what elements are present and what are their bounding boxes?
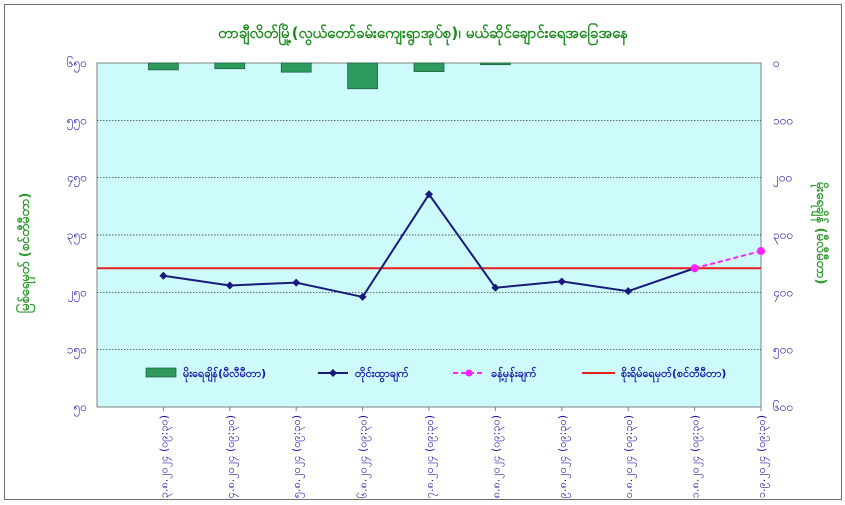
x-axis-ticks: ၂၃.၈.၂၀၂၄ (၀၉:၃၀) ၂၄.၈.၂၀၂၄ (၀၉:၃၀) ၂၅.၈.၂… (157, 407, 770, 499)
rain-bar (347, 62, 378, 90)
right-tick-label: ၁၀၀ (773, 113, 793, 127)
right-tick-label: ၆၀၀ (773, 399, 793, 414)
measured-point (491, 283, 500, 292)
x-tick-label: ၂၇.၈.၂၀၂၄ (၀၉:၃၀) (423, 415, 438, 499)
measured-point (225, 281, 234, 290)
left-tick-label: ၄၅၀ (67, 171, 87, 188)
forecast-series-line (694, 250, 762, 270)
legend-rain-swatch (145, 367, 177, 378)
x-tick-label: ၂၆.၈.၂၀၂၄ (၀၉:၃၀) (357, 415, 372, 499)
x-tick-label: ၂၅.၈.၂၀၂၄ (၀၉:၃၀) (290, 415, 305, 499)
x-tick-label: ၂၄.၈.၂၀၂၄ (၀၉:၃၀) (224, 415, 239, 499)
left-tick-label: ၂၅၀ (68, 285, 87, 302)
x-tick-label: ၂၃.၈.၂၀၂၄ (၀၉:၃၀) (157, 415, 172, 499)
measured-point (425, 190, 433, 199)
x-tick-label: ၃၁.၈.၂၀၂၄ (၀၉:၃၀) (689, 415, 704, 499)
left-tick-label: ၃၅၀ (67, 228, 87, 245)
left-tick-label: ၁၅၀ (67, 343, 87, 360)
left-tick-label: ၅၀ (74, 400, 88, 417)
measured-point (358, 292, 367, 301)
legend-rain-label: မိုးရေချိန်(မီလီမီတာ) (183, 366, 266, 383)
x-tick-label: ၂၈.၈.၂၀၂၄ (၀၉:၃၀) (489, 415, 504, 499)
rain-bar (214, 62, 246, 70)
chart-svg: တာချီလိတ်မြို့(လွယ်တော်ခမ်းကျေးရွာအုပ်စု… (15, 22, 830, 499)
measured-point (557, 277, 566, 286)
legend-measured-label: တိုင်းထွာချက် (355, 366, 409, 383)
left-axis-ticks: ၅၀ ၁၅၀ ၂၅၀ ၃၅၀ ၄၅၀ ၅၅၀ ၆၅၀ (67, 55, 87, 417)
x-tick-label: ၂၉.၈.၂၀၂၄ (၀၉:၃၀) (556, 415, 571, 499)
rainfall-bars (148, 62, 511, 90)
legend-warning-label: စိုးရိမ်ရေမှတ်(စင်တီမီတာ) (621, 366, 726, 383)
rain-bar (148, 62, 179, 71)
chart-title: တာချီလိတ်မြို့(လွယ်တော်ခမ်းကျေးရွာအုပ်စု… (218, 22, 628, 46)
gridlines (97, 119, 761, 351)
forecast-point (690, 264, 699, 273)
right-tick-label: ၃၀၀ (773, 228, 793, 245)
measured-point (292, 278, 301, 287)
forecast-point (757, 247, 765, 256)
rain-bar (280, 62, 312, 73)
right-tick-label: ၂၀၀ (773, 171, 792, 188)
left-axis-title: မြစ်ရေမှတ် (စင်တီမီတာ) (15, 193, 36, 314)
left-tick-label: ၆၅၀ (67, 55, 87, 73)
right-tick-label: ၀ (773, 56, 780, 70)
chart-frame: တာချီလိတ်မြို့(လွယ်တော်ခမ်းကျေးရွာအုပ်စု… (4, 4, 842, 500)
right-tick-label: ၄၀၀ (773, 285, 793, 302)
legend-measured-marker (329, 369, 337, 377)
measured-point (624, 287, 633, 296)
legend: မိုးရေချိန်(မီလီမီတာ) တိုင်းထွာချက် ခန့်… (145, 366, 726, 383)
right-axis-title: မိုးရေချိန် (မီလီမီတာ) (810, 182, 830, 285)
legend-forecast-marker (465, 369, 473, 377)
measured-line (159, 190, 699, 301)
x-tick-label: ၁.၉.၂၀၂၄ (၀၉:၃၀) (755, 415, 770, 498)
forecast-line (690, 247, 765, 273)
x-tick-label: ၃၀.၈.၂၀၂၄ (၀၉:၃၀) (622, 415, 637, 499)
left-tick-label: ၅၅၀ (67, 113, 87, 130)
measured-point (159, 271, 168, 280)
right-tick-label: ၅၀၀ (773, 343, 793, 360)
rain-bar (413, 62, 445, 72)
rain-bar (480, 62, 511, 66)
legend-forecast-label: ခန့်မှန်းချက် (491, 366, 537, 383)
